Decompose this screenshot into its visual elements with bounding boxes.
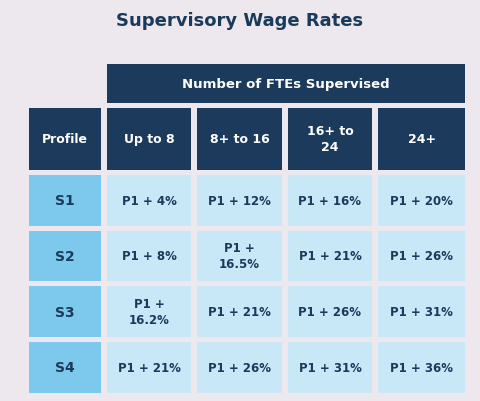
Text: S1: S1 (55, 194, 75, 208)
FancyBboxPatch shape (29, 231, 101, 282)
FancyBboxPatch shape (29, 286, 101, 337)
Text: 24+: 24+ (408, 133, 436, 146)
Text: S2: S2 (55, 249, 75, 263)
Text: S4: S4 (55, 360, 75, 374)
FancyBboxPatch shape (288, 176, 372, 226)
FancyBboxPatch shape (107, 65, 465, 103)
Text: P1 + 26%: P1 + 26% (299, 305, 361, 318)
Text: P1 + 31%: P1 + 31% (390, 305, 453, 318)
Text: 8+ to 16: 8+ to 16 (210, 133, 269, 146)
FancyBboxPatch shape (288, 231, 372, 282)
FancyBboxPatch shape (378, 286, 465, 337)
FancyBboxPatch shape (29, 342, 101, 393)
FancyBboxPatch shape (378, 231, 465, 282)
FancyBboxPatch shape (29, 176, 101, 226)
Text: Number of FTEs Supervised: Number of FTEs Supervised (182, 77, 390, 91)
FancyBboxPatch shape (378, 342, 465, 393)
Text: Up to 8: Up to 8 (124, 133, 174, 146)
Text: Supervisory Wage Rates: Supervisory Wage Rates (117, 12, 363, 30)
Text: P1 +
16.5%: P1 + 16.5% (219, 242, 260, 271)
Text: P1 + 26%: P1 + 26% (208, 361, 271, 374)
Text: P1 + 4%: P1 + 4% (121, 194, 176, 207)
FancyBboxPatch shape (197, 342, 282, 393)
Text: P1 + 8%: P1 + 8% (121, 250, 176, 263)
Text: P1 + 20%: P1 + 20% (390, 194, 453, 207)
Text: P1 + 36%: P1 + 36% (390, 361, 453, 374)
FancyBboxPatch shape (107, 231, 192, 282)
Text: P1 + 21%: P1 + 21% (118, 361, 180, 374)
Text: S3: S3 (55, 305, 75, 319)
FancyBboxPatch shape (288, 342, 372, 393)
FancyBboxPatch shape (107, 342, 192, 393)
FancyBboxPatch shape (107, 176, 192, 226)
FancyBboxPatch shape (29, 108, 101, 171)
Text: 16+ to
24: 16+ to 24 (307, 125, 353, 154)
FancyBboxPatch shape (288, 286, 372, 337)
FancyBboxPatch shape (197, 231, 282, 282)
FancyBboxPatch shape (107, 286, 192, 337)
Text: P1 + 31%: P1 + 31% (299, 361, 361, 374)
Text: P1 + 16%: P1 + 16% (299, 194, 361, 207)
Text: P1 + 12%: P1 + 12% (208, 194, 271, 207)
Text: Profile: Profile (42, 133, 88, 146)
FancyBboxPatch shape (197, 286, 282, 337)
Text: P1 + 21%: P1 + 21% (208, 305, 271, 318)
Text: P1 + 26%: P1 + 26% (390, 250, 453, 263)
FancyBboxPatch shape (197, 108, 282, 171)
Text: P1 +
16.2%: P1 + 16.2% (129, 297, 169, 326)
FancyBboxPatch shape (288, 108, 372, 171)
FancyBboxPatch shape (378, 176, 465, 226)
FancyBboxPatch shape (197, 176, 282, 226)
FancyBboxPatch shape (107, 108, 192, 171)
Text: P1 + 21%: P1 + 21% (299, 250, 361, 263)
FancyBboxPatch shape (378, 108, 465, 171)
